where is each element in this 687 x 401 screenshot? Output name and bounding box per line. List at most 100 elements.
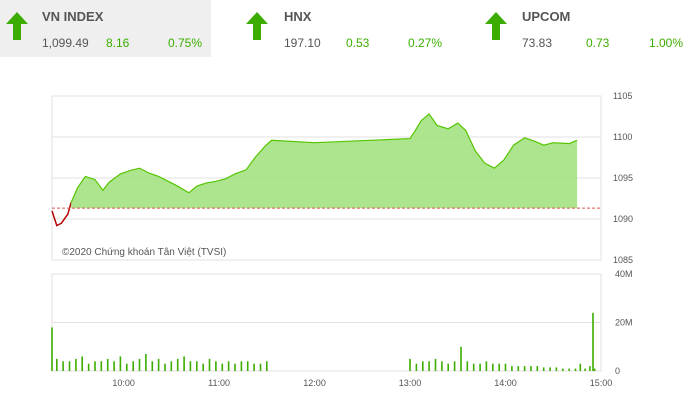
price-y-tick: 1090: [613, 214, 633, 224]
volume-bar: [409, 358, 411, 371]
volume-bar: [579, 363, 582, 371]
index-change: 0.53: [346, 36, 370, 50]
index-name: VN INDEX: [42, 9, 104, 24]
volume-bar: [428, 361, 430, 371]
up-arrow-icon: [246, 12, 268, 40]
x-tick: 14:00: [494, 378, 517, 388]
volume-bar: [266, 361, 268, 371]
volume-bar: [56, 358, 58, 371]
volume-bar: [234, 363, 236, 371]
volume-bar: [530, 366, 532, 371]
index-header: VN INDEX 1,099.49 8.16 0.75% HNX 197.10 …: [0, 0, 687, 57]
volume-bar: [100, 361, 103, 371]
volume-bar: [215, 361, 217, 371]
volume-y-tick: 20M: [615, 318, 633, 328]
volume-bar: [589, 366, 591, 371]
volume-bar: [517, 366, 520, 371]
volume-bar: [504, 363, 507, 371]
price-area-above-reference: [71, 114, 578, 209]
price-line-above-reference: [70, 113, 578, 203]
volume-bar: [562, 368, 564, 371]
volume-bar: [415, 363, 418, 371]
volume-bar: [62, 361, 64, 371]
index-name: UPCOM: [522, 9, 571, 24]
volume-bar: [434, 358, 437, 371]
volume-bar: [227, 361, 230, 371]
volume-bar: [113, 361, 115, 371]
x-tick: 12:00: [303, 378, 326, 388]
up-arrow-icon: [6, 12, 28, 40]
price-y-tick: 1105: [613, 91, 632, 101]
volume-bar: [132, 361, 134, 371]
volume-bar: [492, 363, 494, 371]
up-arrow-icon: [485, 12, 507, 40]
volume-bar: [453, 361, 456, 371]
price-line-below-reference: [51, 202, 72, 227]
copyright-text: ©2020 Chứng khoán Tân Việt (TVSI): [62, 247, 226, 258]
volume-bar: [126, 363, 128, 371]
volume-bar: [568, 368, 570, 371]
index-value: 197.10: [284, 36, 321, 50]
index-name: HNX: [284, 9, 312, 24]
volume-bar: [549, 367, 551, 371]
volume-y-tick: 0: [615, 366, 620, 376]
volume-bar: [441, 361, 443, 371]
index-tab-vnindex[interactable]: VN INDEX 1,099.49 8.16 0.75%: [0, 0, 211, 57]
volume-bar: [460, 346, 462, 372]
volume-bar: [536, 366, 539, 371]
volume-bar: [542, 367, 545, 371]
volume-bar: [145, 354, 147, 371]
volume-bar: [68, 361, 71, 371]
volume-bar: [157, 358, 160, 371]
x-tick: 10:00: [112, 378, 135, 388]
index-percent: 0.27%: [408, 36, 443, 50]
volume-bar: [170, 361, 173, 371]
volume-bar: [106, 358, 109, 371]
volume-bar: [555, 367, 558, 371]
volume-bar: [498, 363, 500, 371]
volume-bar: [246, 361, 249, 371]
volume-bar: [119, 356, 122, 371]
volume-y-tick: 40M: [615, 269, 633, 279]
volume-bar: [189, 361, 192, 371]
x-tick: 15:00: [590, 378, 613, 388]
index-tab-hnx[interactable]: HNX 197.10 0.53 0.27%: [240, 0, 460, 57]
volume-bar: [151, 361, 154, 371]
index-percent: 1.00%: [649, 36, 684, 50]
volume-bar: [164, 363, 166, 371]
volume-bar: [479, 363, 481, 371]
volume-bar: [259, 363, 262, 371]
index-value: 73.83: [522, 36, 553, 50]
volume-bar: [511, 366, 513, 371]
price-y-tick: 1085: [613, 255, 633, 265]
price-y-tick: 1100: [613, 132, 632, 142]
volume-bar: [485, 361, 488, 371]
volume-bar: [253, 363, 255, 371]
volume-bar: [196, 361, 198, 371]
volume-bar: [208, 358, 211, 371]
volume-bar: [466, 361, 469, 371]
volume-bar: [94, 361, 96, 371]
x-tick: 11:00: [208, 378, 230, 388]
volume-bar: [75, 358, 77, 371]
volume-bar: [202, 363, 204, 371]
volume-bar: [81, 356, 83, 371]
volume-bar: [447, 363, 449, 371]
index-change: 0.73: [586, 36, 610, 50]
volume-bar: [51, 327, 53, 371]
index-tab-upcom[interactable]: UPCOM 73.83 0.73 1.00%: [479, 0, 687, 57]
volume-bar: [183, 356, 185, 371]
volume-bar: [240, 361, 243, 371]
volume-bar: [138, 358, 141, 371]
volume-bar: [584, 368, 586, 371]
price-y-tick: 1095: [613, 173, 633, 183]
volume-bar: [523, 366, 526, 371]
volume-bar: [87, 363, 90, 371]
volume-bar: [574, 368, 577, 371]
volume-bar: [221, 363, 224, 371]
index-percent: 0.75%: [168, 36, 203, 50]
volume-bar: [592, 312, 594, 371]
volume-bar: [593, 368, 596, 371]
x-tick: 13:00: [399, 378, 422, 388]
